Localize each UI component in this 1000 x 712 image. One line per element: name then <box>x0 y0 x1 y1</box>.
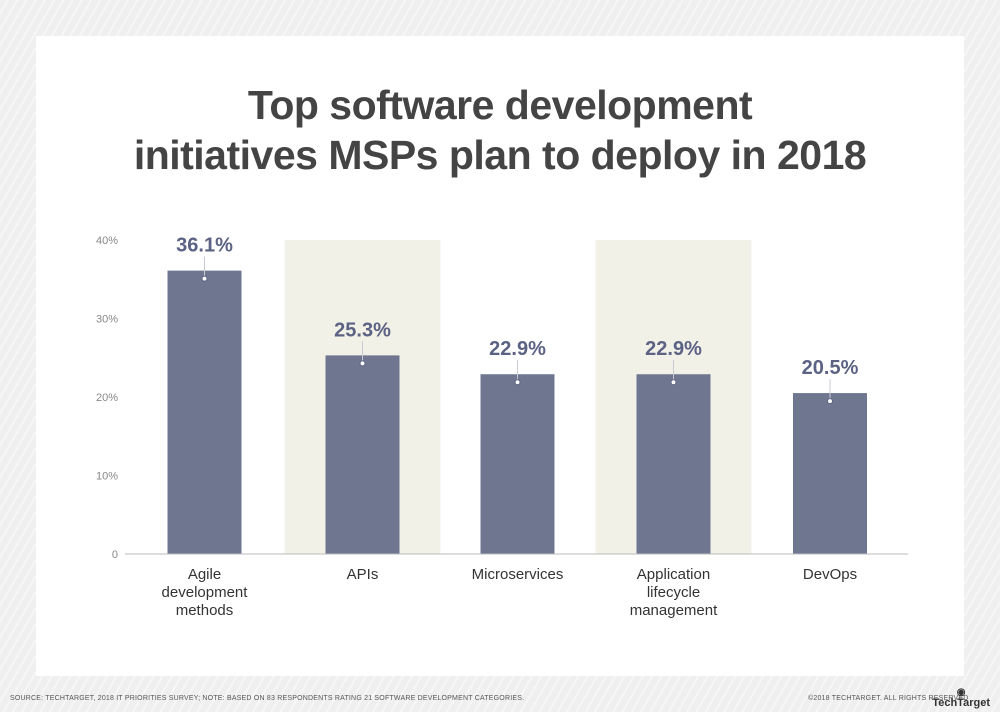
data-label: 22.9% <box>645 338 702 360</box>
label-pin-dot <box>514 379 521 386</box>
eye-icon: ◉ <box>956 687 966 698</box>
y-tick-label: 20% <box>96 392 118 404</box>
y-tick-label: 40% <box>96 235 118 247</box>
label-pin-dot <box>827 398 833 405</box>
x-tick-label: lifecycle <box>647 584 700 601</box>
x-tick-label: DevOps <box>803 566 857 583</box>
x-tick-label: APIs <box>347 566 379 583</box>
data-label: 36.1% <box>176 235 233 257</box>
data-label: 20.5% <box>802 357 859 379</box>
x-tick-label: Application <box>637 566 710 583</box>
x-tick-label: methods <box>176 602 234 619</box>
title-line-2: initiatives MSPs plan to deploy in 2018 <box>133 132 867 178</box>
bar <box>793 393 867 554</box>
techtarget-logo: ◉ TechTarget <box>932 687 990 709</box>
x-tick-label: management <box>630 602 718 619</box>
bar <box>167 270 242 554</box>
chart-title: Top software development initiatives MSP… <box>0 80 1000 180</box>
bar <box>636 374 711 554</box>
x-tick-label: Microservices <box>472 566 564 583</box>
x-tick-label: development <box>162 584 249 601</box>
logo-text: TechTarget <box>932 697 990 709</box>
label-pin-dot <box>359 360 366 367</box>
x-tick-label: Agile <box>188 566 221 583</box>
data-label: 22.9% <box>489 338 546 360</box>
label-pin-dot <box>670 379 677 386</box>
y-tick-label: 10% <box>96 471 118 483</box>
bar <box>480 374 555 554</box>
copyright: ©2018 TECHTARGET. ALL RIGHTS RESERVED <box>808 695 969 702</box>
y-tick-label: 0 <box>112 549 118 561</box>
label-pin-dot <box>201 275 208 282</box>
bar <box>325 355 400 554</box>
title-line-1: Top software development <box>247 82 753 128</box>
source-note: SOURCE: TECHTARGET, 2018 IT PRIORITIES S… <box>10 695 525 702</box>
y-tick-label: 30% <box>96 314 118 326</box>
data-label: 25.3% <box>334 319 391 341</box>
